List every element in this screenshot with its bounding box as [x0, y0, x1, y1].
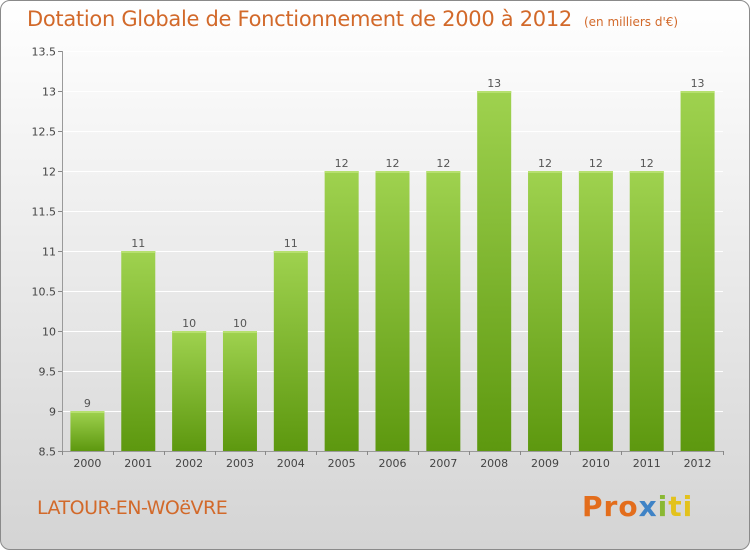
data-label: 9 [84, 397, 91, 410]
x-tick-label: 2002 [175, 457, 203, 470]
y-tick-label: 11 [42, 246, 56, 259]
bar-top-edge [578, 171, 613, 173]
bar [273, 251, 308, 451]
logo-part: i [657, 490, 669, 523]
data-label: 12 [335, 157, 349, 170]
x-tick-label: 2004 [277, 457, 305, 470]
data-label: 13 [691, 77, 705, 90]
commune-name: LATOUR-EN-WOëVRE [37, 497, 228, 519]
x-tick-label: 2003 [226, 457, 254, 470]
bar-top-edge [273, 251, 308, 253]
y-tick-label: 9.5 [39, 366, 57, 379]
bar-top-edge [426, 171, 461, 173]
axes: 8.5 9 9.5 10 10.5 11 11.5 12 12.5 13 13.5 2000 2001 2… [32, 46, 724, 470]
x-tick-label: 2001 [124, 457, 152, 470]
x-tick-label: 2009 [531, 457, 559, 470]
data-label: 11 [131, 237, 145, 250]
y-tick-label: 10.5 [32, 286, 57, 299]
bar [375, 171, 410, 451]
proxiti-logo[interactable]: Proxiti [582, 490, 693, 523]
y-tick-label: 8.5 [39, 446, 57, 459]
y-tick-label: 13 [42, 86, 56, 99]
bars: 9 11 10 10 11 12 12 12 13 12 12 12 13 [70, 77, 715, 451]
bar [578, 171, 613, 451]
y-tick-label: 9 [49, 406, 56, 419]
bar [680, 91, 715, 451]
bar-top-edge [375, 171, 410, 173]
data-label: 12 [386, 157, 400, 170]
y-tick-label: 12.5 [32, 126, 57, 139]
bar-top-edge [477, 91, 512, 93]
bar [477, 91, 512, 451]
data-label: 12 [640, 157, 654, 170]
x-tick-label: 2006 [379, 457, 407, 470]
data-label: 12 [538, 157, 552, 170]
bar [70, 411, 105, 451]
bar-top-edge [222, 331, 257, 333]
chart-title: Dotation Globale de Fonctionnement de 20… [27, 7, 678, 31]
x-tick-label: 2000 [73, 457, 101, 470]
logo-part: Pro [582, 490, 639, 523]
x-tick-label: 2008 [480, 457, 508, 470]
bar-top-edge [172, 331, 207, 333]
bar-top-edge [324, 171, 359, 173]
logo-part: x [638, 490, 658, 523]
bar [629, 171, 664, 451]
title-unit: (en milliers d'€) [583, 15, 679, 29]
y-tick-label: 11.5 [32, 206, 57, 219]
y-tick-label: 10 [42, 326, 56, 339]
bar [172, 331, 207, 451]
x-tick-label: 2012 [684, 457, 712, 470]
bar [528, 171, 563, 451]
bar-top-edge [629, 171, 664, 173]
bar [222, 331, 257, 451]
data-label: 11 [284, 237, 298, 250]
logo-part: ti [668, 490, 694, 523]
x-tick-label: 2011 [633, 457, 661, 470]
bar [121, 251, 156, 451]
data-label: 10 [182, 317, 196, 330]
y-tick-label: 12 [42, 166, 56, 179]
bar [324, 171, 359, 451]
bar-top-edge [528, 171, 563, 173]
bar-top-edge [680, 91, 715, 93]
x-tick-label: 2005 [328, 457, 356, 470]
x-tick-label: 2007 [429, 457, 457, 470]
bar-top-edge [70, 411, 105, 413]
bar-top-edge [121, 251, 156, 253]
x-tick-label: 2010 [582, 457, 610, 470]
y-tick-label: 13.5 [32, 46, 57, 59]
title-text: Dotation Globale de Fonctionnement de 20… [27, 7, 572, 31]
data-label: 10 [233, 317, 247, 330]
bar [426, 171, 461, 451]
data-label: 12 [589, 157, 603, 170]
data-label: 13 [487, 77, 501, 90]
data-label: 12 [436, 157, 450, 170]
